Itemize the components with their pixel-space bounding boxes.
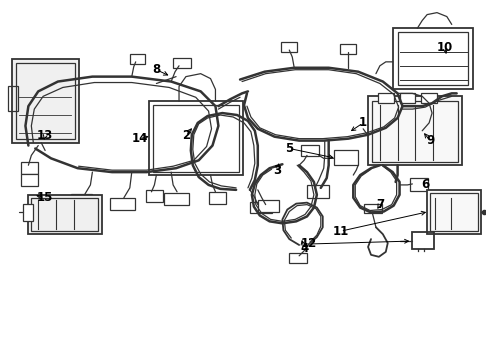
Text: 14: 14: [131, 132, 147, 145]
Text: 12: 12: [300, 238, 316, 251]
Text: 5: 5: [285, 142, 293, 155]
Bar: [145, 190, 163, 202]
Bar: [8, 86, 18, 111]
Bar: [71, 194, 92, 206]
Bar: [249, 202, 271, 213]
Bar: [333, 150, 358, 165]
Bar: [411, 127, 433, 139]
Bar: [20, 174, 38, 186]
Text: 7: 7: [375, 198, 383, 211]
Bar: [16, 63, 75, 139]
Bar: [31, 198, 98, 231]
Bar: [371, 101, 457, 162]
Bar: [367, 96, 461, 165]
Bar: [28, 195, 102, 234]
Bar: [23, 204, 33, 221]
Bar: [426, 190, 480, 234]
Bar: [364, 204, 381, 213]
Text: 13: 13: [37, 129, 53, 142]
Bar: [110, 198, 135, 210]
Bar: [164, 193, 188, 204]
Bar: [340, 44, 356, 54]
Bar: [173, 58, 190, 68]
Bar: [208, 192, 226, 204]
Text: 11: 11: [332, 225, 348, 238]
Bar: [301, 145, 318, 156]
Text: 2: 2: [182, 129, 190, 142]
Bar: [20, 162, 38, 174]
Text: 15: 15: [37, 191, 53, 204]
Bar: [289, 253, 306, 263]
Bar: [12, 59, 79, 143]
Text: 4: 4: [299, 242, 307, 255]
Text: 9: 9: [425, 134, 433, 147]
Text: 3: 3: [273, 164, 281, 177]
Text: 8: 8: [152, 63, 160, 76]
Bar: [306, 185, 328, 198]
Text: 6: 6: [420, 179, 428, 192]
Bar: [411, 232, 433, 249]
Bar: [257, 200, 279, 212]
Text: 10: 10: [436, 41, 452, 54]
Bar: [392, 28, 472, 89]
Bar: [281, 42, 297, 52]
Bar: [409, 178, 427, 191]
Bar: [420, 93, 436, 103]
Bar: [397, 32, 468, 85]
Bar: [129, 54, 144, 64]
Bar: [377, 93, 393, 103]
Bar: [149, 101, 243, 175]
Text: 1: 1: [358, 116, 366, 129]
Bar: [153, 105, 239, 172]
Bar: [399, 93, 414, 103]
Bar: [429, 193, 477, 231]
